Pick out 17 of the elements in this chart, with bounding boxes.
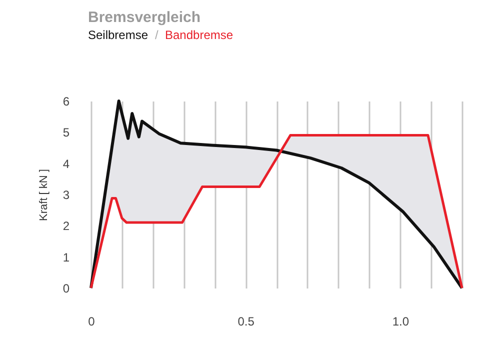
y-tick-label: 0 — [62, 282, 70, 296]
y-tick-label: 1 — [62, 250, 70, 264]
x-tick-label: 1.0 — [392, 314, 410, 328]
y-tick-label: 3 — [62, 188, 70, 202]
text: / — [155, 28, 159, 42]
y-axis-title: Kraft [ kN ] — [38, 169, 50, 221]
y-tick-label: 5 — [62, 126, 70, 140]
text: Seilbremse — [88, 28, 148, 42]
x-tick-label: 0.5 — [238, 314, 255, 328]
line-series — [90, 134, 464, 290]
x-tick-label: 0 — [88, 314, 96, 328]
y-tick-label: 2 — [62, 219, 70, 234]
y-tick-label: 4 — [62, 156, 70, 171]
chart-title: Bremsvergleich — [88, 9, 201, 26]
text: Bandbremse — [165, 28, 234, 42]
y-tick-label: 6 — [62, 94, 70, 108]
line-series — [90, 100, 464, 290]
